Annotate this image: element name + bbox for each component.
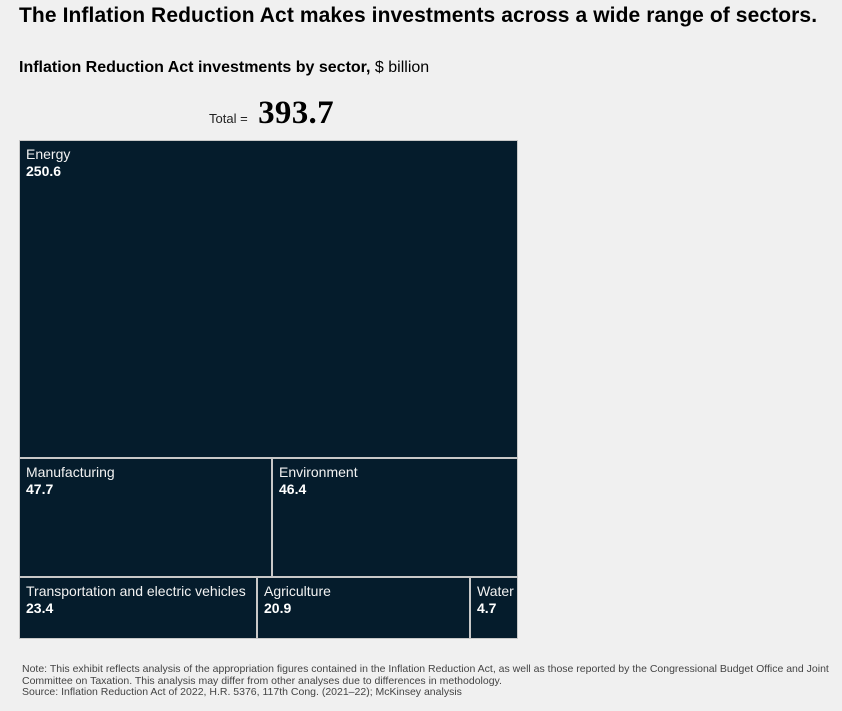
subtitle-unit: $ billion	[374, 59, 430, 76]
treemap-chart: Energy 250.6 Manufacturing 47.7 Environment 4…	[19, 140, 518, 639]
tile-value: 250.6	[26, 163, 62, 179]
total-value: 393.7	[258, 95, 334, 131]
chart-headline: The Inflation Reduction Act makes invest…	[19, 4, 818, 27]
tile-value: 47.7	[26, 481, 54, 497]
treemap-tile-transportation-and-electric-vehicles: Transportation and electric vehicles 23.4	[19, 577, 257, 639]
footnote: Note: This exhibit reflects analysis of …	[22, 663, 832, 699]
tile-label: Energy	[26, 146, 71, 162]
tile-value: 4.7	[477, 600, 497, 616]
footnote-note: Note: This exhibit reflects analysis of …	[22, 663, 829, 687]
tile-label: Water	[477, 583, 514, 599]
tile-label: Transportation and electric vehicles	[26, 583, 246, 599]
tile-label: Manufacturing	[26, 464, 115, 480]
tile-value: 20.9	[264, 600, 292, 616]
tile-label: Agriculture	[264, 583, 331, 599]
total-readout: Total = 393.7	[209, 95, 334, 132]
tile-value: 46.4	[279, 481, 307, 497]
tile-label: Environment	[279, 464, 358, 480]
treemap-tile-environment: Environment 46.4	[272, 458, 518, 577]
treemap-tile-water: Water 4.7	[470, 577, 518, 639]
total-label: Total =	[209, 111, 248, 126]
treemap-tile-manufacturing: Manufacturing 47.7	[19, 458, 272, 577]
subtitle-title: Inflation Reduction Act investments by s…	[19, 59, 371, 76]
treemap-tile-energy: Energy 250.6	[19, 140, 518, 458]
chart-subtitle: Inflation Reduction Act investments by s…	[19, 59, 429, 77]
footnote-source: Source: Inflation Reduction Act of 2022,…	[22, 686, 462, 698]
treemap-tile-agriculture: Agriculture 20.9	[257, 577, 470, 639]
tile-value: 23.4	[26, 600, 54, 616]
